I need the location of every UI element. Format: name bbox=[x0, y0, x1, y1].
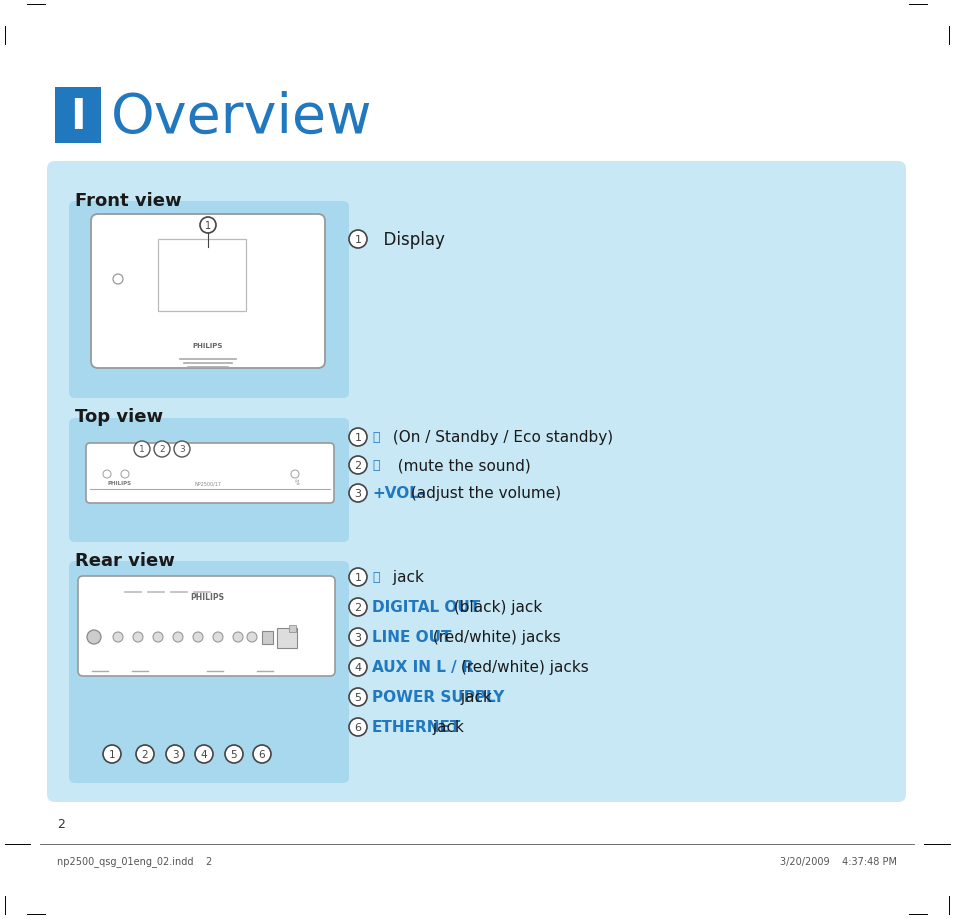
FancyBboxPatch shape bbox=[86, 444, 334, 504]
Circle shape bbox=[213, 632, 223, 642]
FancyBboxPatch shape bbox=[262, 630, 274, 644]
Circle shape bbox=[349, 568, 367, 586]
Text: LINE OUT: LINE OUT bbox=[372, 630, 451, 645]
Circle shape bbox=[349, 629, 367, 646]
Circle shape bbox=[194, 745, 213, 763]
Circle shape bbox=[349, 719, 367, 736]
Circle shape bbox=[112, 275, 123, 285]
Text: (adjust the volume): (adjust the volume) bbox=[406, 486, 560, 501]
Text: PHILIPS: PHILIPS bbox=[190, 593, 224, 602]
Circle shape bbox=[349, 598, 367, 617]
Text: 1: 1 bbox=[355, 234, 361, 244]
Text: AUX IN L / R: AUX IN L / R bbox=[372, 660, 474, 675]
Text: ↯: ↯ bbox=[294, 477, 300, 486]
FancyBboxPatch shape bbox=[69, 418, 349, 542]
Text: 1: 1 bbox=[355, 433, 361, 443]
Text: POWER SUPPLY: POWER SUPPLY bbox=[372, 690, 504, 705]
Circle shape bbox=[112, 632, 123, 642]
Text: PHILIPS: PHILIPS bbox=[193, 343, 223, 348]
Text: 5: 5 bbox=[231, 749, 237, 759]
Text: 🎧: 🎧 bbox=[372, 571, 379, 584]
Circle shape bbox=[136, 745, 153, 763]
Circle shape bbox=[87, 630, 101, 644]
Circle shape bbox=[121, 471, 129, 479]
Text: 3: 3 bbox=[179, 445, 185, 454]
Text: 1: 1 bbox=[355, 573, 361, 583]
FancyBboxPatch shape bbox=[78, 576, 335, 676]
Circle shape bbox=[103, 745, 121, 763]
Text: 2: 2 bbox=[142, 749, 148, 759]
Text: 3: 3 bbox=[355, 489, 361, 498]
Text: DIGITAL OUT: DIGITAL OUT bbox=[372, 600, 479, 615]
Text: jack: jack bbox=[456, 690, 492, 705]
Text: I: I bbox=[71, 96, 86, 138]
Text: 2: 2 bbox=[57, 818, 65, 831]
Text: Overview: Overview bbox=[111, 91, 372, 145]
Text: 5: 5 bbox=[355, 692, 361, 702]
Text: Rear view: Rear view bbox=[75, 551, 174, 570]
Circle shape bbox=[152, 632, 163, 642]
Text: 🔇: 🔇 bbox=[372, 459, 379, 472]
Circle shape bbox=[349, 688, 367, 706]
Circle shape bbox=[349, 658, 367, 676]
Circle shape bbox=[349, 457, 367, 474]
FancyBboxPatch shape bbox=[158, 240, 246, 312]
Text: 6: 6 bbox=[355, 722, 361, 732]
Text: (red/white) jacks: (red/white) jacks bbox=[428, 630, 560, 645]
Text: (mute the sound): (mute the sound) bbox=[388, 458, 530, 473]
Text: ETHERNET: ETHERNET bbox=[372, 720, 461, 734]
Text: Display: Display bbox=[373, 231, 444, 249]
Circle shape bbox=[349, 428, 367, 447]
FancyBboxPatch shape bbox=[69, 562, 349, 783]
Text: jack: jack bbox=[388, 570, 423, 584]
Text: jack: jack bbox=[428, 720, 463, 734]
FancyBboxPatch shape bbox=[276, 629, 296, 648]
Circle shape bbox=[349, 231, 367, 249]
FancyBboxPatch shape bbox=[47, 162, 905, 802]
Text: (black) jack: (black) jack bbox=[449, 600, 541, 615]
Text: 2: 2 bbox=[355, 602, 361, 612]
Circle shape bbox=[172, 632, 183, 642]
FancyBboxPatch shape bbox=[55, 88, 101, 144]
Text: ⏻: ⏻ bbox=[372, 431, 379, 444]
Text: 2: 2 bbox=[159, 445, 165, 454]
Text: NP2500/17: NP2500/17 bbox=[194, 481, 221, 486]
Circle shape bbox=[132, 632, 143, 642]
Circle shape bbox=[291, 471, 298, 479]
Circle shape bbox=[247, 632, 256, 642]
Text: 3/20/2009    4:37:48 PM: 3/20/2009 4:37:48 PM bbox=[780, 857, 896, 866]
Circle shape bbox=[225, 745, 243, 763]
Text: (red/white) jacks: (red/white) jacks bbox=[456, 660, 588, 675]
Text: 3: 3 bbox=[355, 632, 361, 642]
Text: 4: 4 bbox=[355, 663, 361, 673]
Text: Top view: Top view bbox=[75, 407, 163, 425]
Circle shape bbox=[200, 218, 215, 233]
Text: Front view: Front view bbox=[75, 192, 181, 210]
Text: 4: 4 bbox=[200, 749, 207, 759]
Text: (On / Standby / Eco standby): (On / Standby / Eco standby) bbox=[388, 430, 613, 445]
Text: 1: 1 bbox=[139, 445, 145, 454]
Circle shape bbox=[173, 441, 190, 458]
Text: PHILIPS: PHILIPS bbox=[108, 481, 132, 486]
Circle shape bbox=[349, 484, 367, 503]
Circle shape bbox=[166, 745, 184, 763]
Circle shape bbox=[103, 471, 111, 479]
Circle shape bbox=[193, 632, 203, 642]
Text: np2500_qsg_01eng_02.indd    2: np2500_qsg_01eng_02.indd 2 bbox=[57, 856, 212, 867]
FancyBboxPatch shape bbox=[91, 215, 325, 369]
Text: 6: 6 bbox=[258, 749, 265, 759]
Circle shape bbox=[133, 441, 150, 458]
Circle shape bbox=[153, 441, 170, 458]
FancyBboxPatch shape bbox=[69, 202, 349, 399]
Text: 3: 3 bbox=[172, 749, 178, 759]
Text: 1: 1 bbox=[109, 749, 115, 759]
Text: 2: 2 bbox=[355, 460, 361, 471]
Text: +VOL-: +VOL- bbox=[372, 486, 425, 501]
Circle shape bbox=[253, 745, 271, 763]
FancyBboxPatch shape bbox=[289, 625, 296, 632]
Circle shape bbox=[233, 632, 243, 642]
Text: 1: 1 bbox=[205, 221, 211, 231]
